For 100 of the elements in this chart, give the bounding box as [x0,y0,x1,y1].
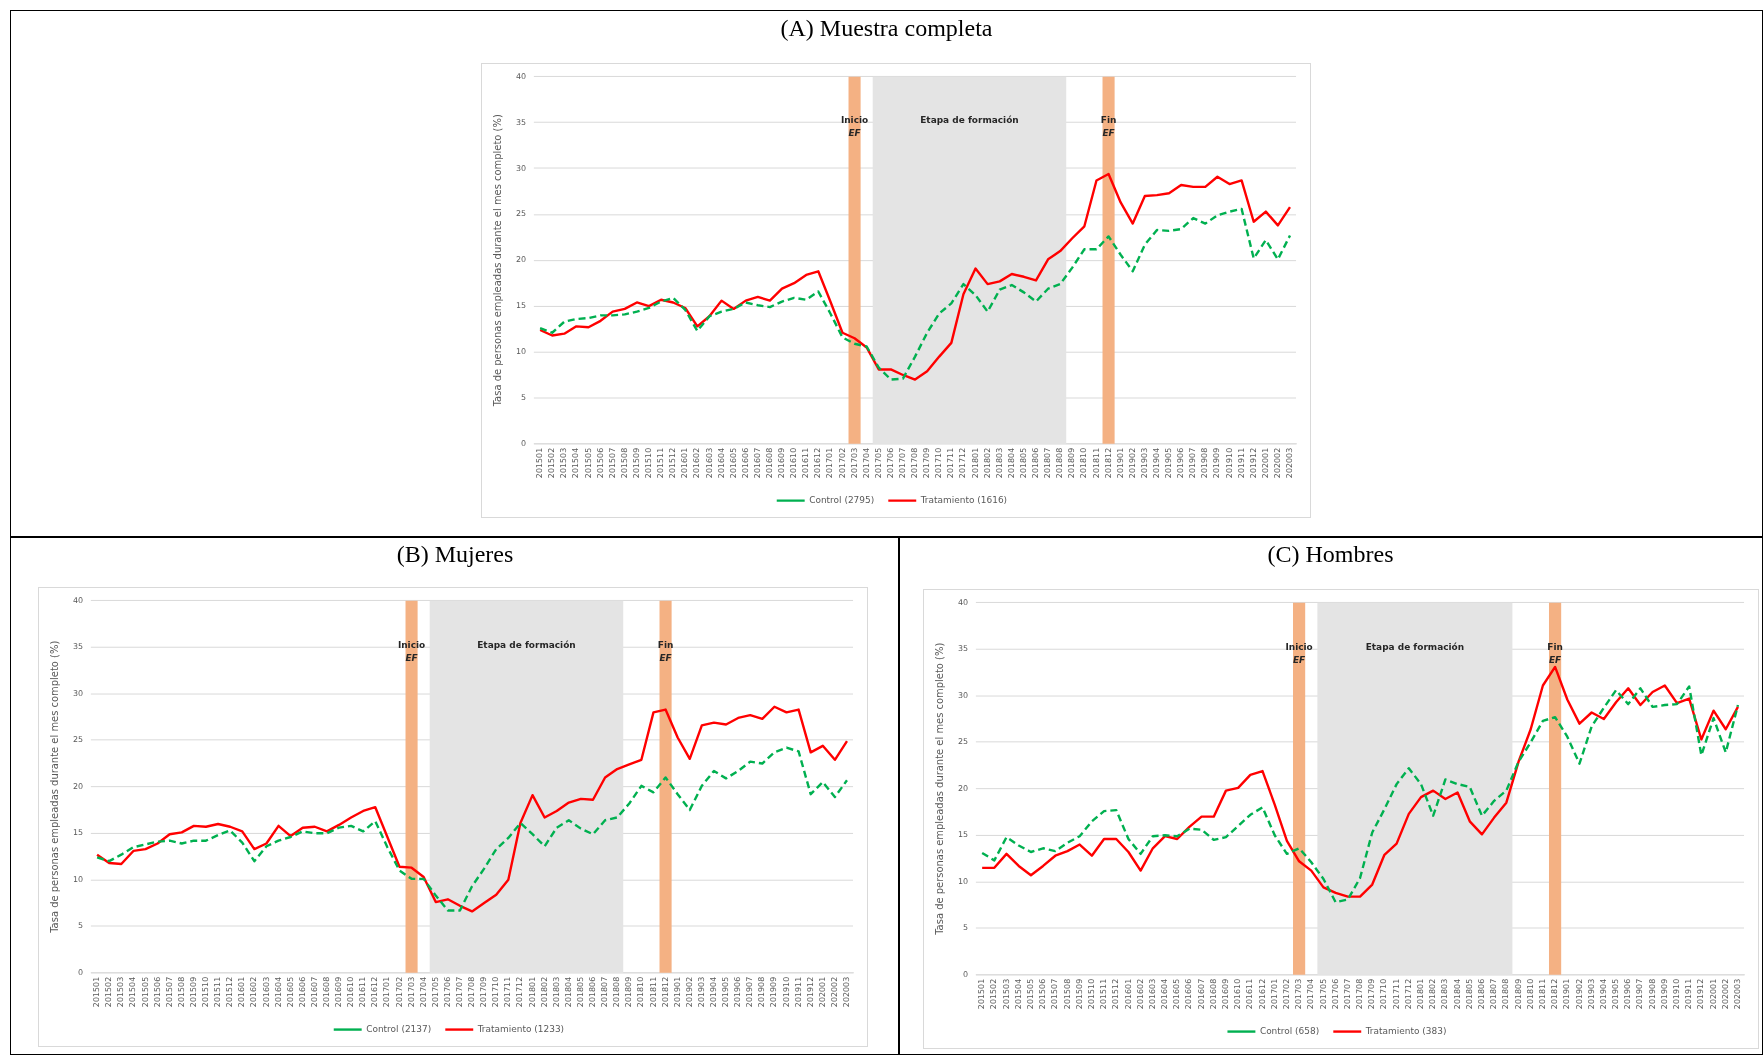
x-tick-label: 201708 [1355,978,1365,1010]
x-tick-label: 201910 [781,976,791,1008]
x-tick-label: 201802 [1428,978,1438,1010]
x-tick-label: 201606 [740,447,750,479]
x-tick-label: 201609 [1221,978,1231,1010]
x-tick-label: 201712 [515,976,525,1008]
x-tick-label: 201612 [813,447,823,479]
chart-title: (A) Muestra completa [779,15,994,42]
x-tick-label: 201902 [1574,978,1584,1010]
x-tick-label: 201912 [1248,447,1258,479]
x-tick-label: 201809 [624,976,634,1008]
x-tick-label: 201602 [249,976,259,1008]
x-tick-label: 201806 [588,976,598,1008]
x-tick-label: 201607 [1196,978,1206,1010]
x-tick-label: 201812 [1550,978,1560,1010]
x-tick-label: 201802 [982,447,992,479]
x-tick-label: 201804 [1452,978,1462,1010]
x-tick-label: 201809 [1067,447,1077,479]
x-tick-label: 201511 [1099,978,1109,1010]
x-tick-label: 201512 [225,976,235,1008]
x-tick-label: 201603 [1147,978,1157,1010]
x-tick-label: 201704 [418,976,428,1008]
x-tick-label: 201806 [1477,978,1487,1010]
x-tick-label: 201909 [1212,447,1222,479]
band-label: Inicio EF [397,639,426,663]
x-tick-label: 201710 [491,976,501,1008]
x-tick-label: 201706 [1330,978,1340,1010]
x-tick-label: 201611 [1245,978,1255,1010]
x-tick-label: 201807 [600,976,610,1008]
x-tick-label: 201906 [733,976,743,1008]
x-tick-label: 201511 [656,447,666,479]
x-tick-label: 201807 [1489,978,1499,1010]
x-tick-label: 201705 [430,976,440,1008]
x-tick-label: 201706 [442,976,452,1008]
x-tick-label: 201709 [1367,978,1377,1010]
x-tick-label: 201904 [1598,978,1608,1010]
x-tick-label: 201711 [1391,978,1401,1010]
x-tick-label: 201809 [1513,978,1523,1010]
legend-label: Control (658) [1259,1025,1320,1036]
x-tick-label: 201911 [1684,978,1694,1010]
x-tick-label: 201803 [994,447,1004,479]
x-tick-label: 201808 [612,976,622,1008]
x-tick-label: 201701 [825,447,835,479]
legend-label: Tratamiento (1616) [919,494,1008,505]
x-tick-label: 201709 [479,976,489,1008]
x-tick-label: 201711 [946,447,956,479]
x-tick-label: 201906 [1623,978,1633,1010]
x-tick-label: 201911 [793,976,803,1008]
legend-label: Control (2795) [809,494,875,505]
x-tick-label: 201701 [382,976,392,1008]
x-tick-label: 201705 [1318,978,1328,1010]
x-tick-label: 201804 [563,976,573,1008]
x-tick-label: 201707 [898,447,908,479]
x-tick-label: 201508 [176,976,186,1008]
x-tick-label: 202003 [1733,978,1743,1010]
x-tick-label: 201902 [1127,447,1137,479]
x-tick-label: 202001 [1708,978,1718,1010]
x-tick-label: 201701 [1269,978,1279,1010]
x-tick-label: 201612 [1257,978,1267,1010]
x-tick-label: 201507 [164,976,174,1008]
x-tick-label: 202002 [1720,978,1730,1010]
x-tick-label: 201503 [1001,978,1011,1010]
x-tick-label: 201907 [745,976,755,1008]
band-label: Inicio EF [840,115,869,139]
x-tick-label: 201508 [1062,978,1072,1010]
x-tick-label: 201901 [672,976,682,1008]
x-tick-label: 201501 [535,447,545,479]
x-tick-label: 201803 [1440,978,1450,1010]
x-tick-label: 201905 [1611,978,1621,1010]
x-tick-label: 201505 [583,447,593,479]
x-tick-label: 201608 [321,976,331,1008]
x-tick-label: 202002 [1272,447,1282,479]
x-tick-label: 201710 [1379,978,1389,1010]
x-tick-label: 201606 [1184,978,1194,1010]
x-tick-label: 201910 [1672,978,1682,1010]
x-tick-label: 201905 [1164,447,1174,479]
x-tick-label: 201601 [237,976,247,1008]
x-tick-label: 201911 [1236,447,1246,479]
line-series [95,746,849,912]
x-tick-label: 201712 [1403,978,1413,1010]
x-tick-label: 201602 [1135,978,1145,1010]
x-tick-label: 201703 [406,976,416,1008]
x-tick-label: 201510 [1086,978,1096,1010]
x-tick-label: 201608 [764,447,774,479]
x-tick-label: 202003 [842,976,852,1008]
x-tick-label: 201912 [805,976,815,1008]
x-tick-label: 201603 [704,447,714,479]
x-tick-label: 201810 [636,976,646,1008]
x-tick-label: 201904 [1152,447,1162,479]
x-tick-label: 201512 [1111,978,1121,1010]
x-tick-label: 201609 [334,976,344,1008]
x-tick-label: 201803 [551,976,561,1008]
x-tick-label: 201907 [1188,447,1198,479]
x-tick-label: 201805 [575,976,585,1008]
x-tick-label: 201604 [716,447,726,479]
x-tick-label: 201903 [1586,978,1596,1010]
x-tick-label: 201704 [861,447,871,479]
x-tick-label: 201605 [1172,978,1182,1010]
x-tick-label: 201503 [116,976,126,1008]
x-tick-label: 201806 [1031,447,1041,479]
